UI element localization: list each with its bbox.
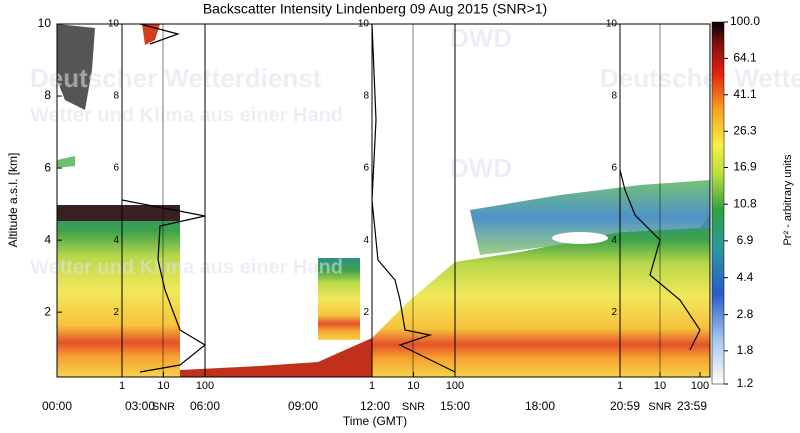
colorbar-tick-label: 2.8	[737, 307, 754, 321]
colorbar-tick-label: 16.9	[733, 160, 757, 174]
y-tick-label: 4	[44, 232, 51, 246]
profile-y-tick-label: 4	[363, 235, 369, 246]
profile-label: SNR	[648, 401, 671, 413]
colorbar-tick-label: 26.3	[733, 123, 757, 137]
y-tick-label: 6	[44, 160, 51, 174]
colorbar-tick-label: 6.9	[737, 233, 754, 247]
profile-label: SNR	[152, 401, 175, 413]
watermark: Deutscher Wetterdienst Wetter und Klima …	[30, 23, 800, 278]
profile-x-tick-label: 10	[157, 380, 169, 392]
colorbar-tick-label: 1.2	[737, 376, 754, 390]
x-tick-label: 03:00	[125, 399, 155, 413]
profile-x-tick-label: 10	[407, 380, 419, 392]
profile-label: SNR	[402, 401, 425, 413]
profile-y-tick-label: 10	[358, 19, 370, 30]
x-tick-label: 00:00	[42, 399, 72, 413]
y-tick-label: 8	[44, 88, 51, 102]
colorbar-tick-label: 1.8	[737, 343, 754, 357]
watermark-logo: DWD	[450, 153, 512, 183]
colorbar-tick-label: 41.1	[733, 87, 757, 101]
y-axis-label: Altitude a.s.l. [km]	[6, 153, 20, 248]
profile-y-tick-label: 6	[363, 163, 369, 174]
watermark-slogan: Wetter und Klima aus einer Hand	[30, 256, 343, 278]
profile-x-tick-label: 1	[119, 380, 125, 392]
x-tick-label: 20:59	[610, 399, 640, 413]
chart-title: Backscatter Intensity Lindenberg 09 Aug …	[203, 1, 547, 17]
x-tick-label: 15:00	[440, 399, 470, 413]
profile-y-tick-label: 4	[113, 235, 119, 246]
watermark-logo: DWD	[450, 23, 512, 53]
profile-y-tick-label: 10	[108, 19, 120, 30]
plot-frame	[56, 23, 711, 378]
profile-y-tick-label: 10	[606, 19, 618, 30]
dividers	[121, 24, 661, 377]
colorbar-tick-label: 10.8	[733, 196, 757, 210]
profiles	[121, 23, 701, 373]
profile-x-tick-label: 100	[691, 380, 709, 392]
watermark-slogan: Wetter und Klima aus einer Hand	[30, 104, 343, 126]
y-tick-label: 2	[44, 304, 51, 318]
x-tick-label: 06:00	[190, 399, 220, 413]
profile-x-tick-label: 100	[196, 380, 214, 392]
profile-y-tick-label: 8	[611, 91, 617, 102]
watermark-name: Deutscher Wetterdienst	[600, 63, 800, 93]
profile-y-tick-label: 2	[363, 307, 369, 318]
colorbar-tick-label: 100.0	[730, 14, 760, 28]
profile-x-tick-label: 1	[369, 380, 375, 392]
x-tick-label: 18:00	[525, 399, 555, 413]
colorbar-label: Pr² - arbitrary units	[782, 154, 794, 246]
profile-y-tick-label: 2	[611, 307, 617, 318]
colorbar-tick-label: 4.4	[737, 270, 754, 284]
profile-y-tick-label: 6	[113, 163, 119, 174]
watermark-name: Deutscher Wetterdienst	[30, 63, 322, 93]
profile-x-tick-label: 10	[654, 380, 666, 392]
colorbar-tick-label: 64.1	[733, 51, 757, 65]
profile-x-tick-label: 1	[617, 380, 623, 392]
profile-y-tick-label: 8	[113, 91, 119, 102]
y-tick-label: 10	[38, 16, 52, 30]
profile-y-tick-label: 6	[611, 163, 617, 174]
profile-x-tick-label: 100	[446, 380, 464, 392]
x-axis-label: Time (GMT)	[343, 414, 407, 428]
colorbar	[711, 21, 725, 385]
x-tick-label: 23:59	[677, 399, 707, 413]
x-tick-label: 12:00	[360, 399, 390, 413]
profile-y-tick-label: 2	[113, 307, 119, 318]
x-tick-label: 09:00	[288, 399, 318, 413]
profile-y-tick-label: 8	[363, 91, 369, 102]
profile-y-tick-label: 4	[611, 235, 617, 246]
